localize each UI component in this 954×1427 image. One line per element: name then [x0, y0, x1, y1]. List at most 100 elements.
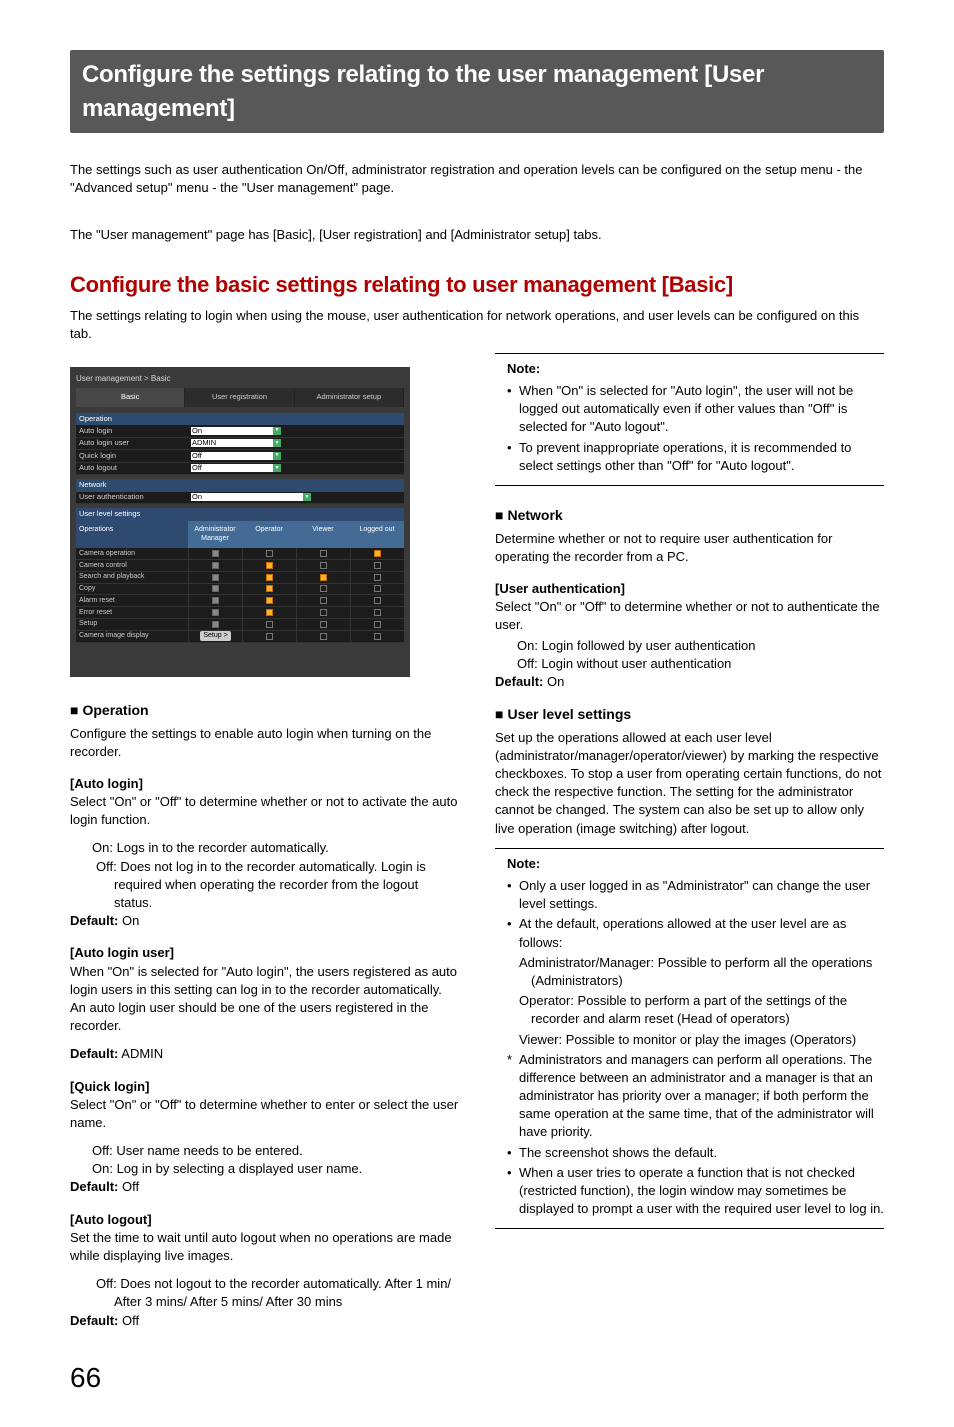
checkbox[interactable]: [320, 609, 327, 616]
ss-row: User authenticationOn: [76, 492, 404, 505]
ss-row: Auto logoutOff: [76, 463, 404, 476]
checkbox[interactable]: [266, 585, 273, 592]
checkbox[interactable]: [320, 597, 327, 604]
checkbox[interactable]: [320, 585, 327, 592]
intro-p1: The settings such as user authentication…: [70, 161, 884, 197]
ss-ul-row: Setup: [76, 619, 404, 631]
dropdown[interactable]: On: [191, 493, 311, 501]
ua-desc: Select "On" or "Off" to determine whethe…: [495, 598, 884, 634]
f4-off: Off: Does not logout to the recorder aut…: [70, 1275, 459, 1311]
ss-tab-userreg[interactable]: User registration: [185, 388, 294, 407]
right-network-intro: Determine whether or not to require user…: [495, 530, 884, 566]
checkbox[interactable]: [266, 621, 273, 628]
ss-head-userlevel: User level settings: [76, 508, 404, 521]
f1-off: Off: Does not log in to the recorder aut…: [70, 858, 459, 913]
ss-ul-row: Search and playback: [76, 572, 404, 584]
note1-b1: When "On" is selected for "Auto login", …: [507, 382, 884, 437]
note2-b2: At the default, operations allowed at th…: [507, 915, 884, 951]
checkbox[interactable]: [212, 585, 219, 592]
ss-ul-row: Camera control: [76, 560, 404, 572]
checkbox[interactable]: [266, 597, 273, 604]
checkbox[interactable]: [374, 621, 381, 628]
f1-default: Default: On: [70, 912, 459, 930]
checkbox[interactable]: [212, 550, 219, 557]
checkbox[interactable]: [320, 550, 327, 557]
f1-on: On: Logs in to the recorder automaticall…: [70, 839, 459, 857]
note2-b3: The screenshot shows the default.: [507, 1144, 884, 1162]
ss-ul-header: Operations Administrator Manager Operato…: [76, 521, 404, 549]
checkbox[interactable]: [320, 621, 327, 628]
ua-off: Off: Login without user authentication: [495, 655, 884, 673]
right-column: Note: When "On" is selected for "Auto lo…: [495, 353, 884, 1330]
f4-desc: Set the time to wait until auto logout w…: [70, 1229, 459, 1265]
setup-button[interactable]: Setup >: [200, 631, 230, 641]
checkbox[interactable]: [374, 597, 381, 604]
checkbox[interactable]: [212, 574, 219, 581]
dropdown[interactable]: Off: [191, 464, 281, 472]
checkbox[interactable]: [374, 574, 381, 581]
note2-title: Note:: [495, 855, 884, 873]
checkbox[interactable]: [320, 633, 327, 640]
checkbox[interactable]: [266, 609, 273, 616]
note2-s2: Operator: Possible to perform a part of …: [495, 992, 884, 1028]
ss-head-network: Network: [76, 479, 404, 492]
checkbox[interactable]: [212, 621, 219, 628]
checkbox[interactable]: [266, 574, 273, 581]
ss-ul-opcol: Operations: [76, 521, 188, 549]
note2-b1: Only a user logged in as "Administrator"…: [507, 877, 884, 913]
checkbox[interactable]: [266, 550, 273, 557]
f4-title: [Auto logout]: [70, 1211, 459, 1229]
ss-row: Quick loginOff: [76, 450, 404, 463]
dropdown[interactable]: ADMIN: [191, 439, 281, 447]
ss-tab-adminsetup[interactable]: Administrator setup: [295, 388, 404, 407]
note2-s1: Administrator/Manager: Possible to perfo…: [495, 954, 884, 990]
ss-ul-row: Error reset: [76, 607, 404, 619]
checkbox[interactable]: [374, 550, 381, 557]
section-intro: The settings relating to login when usin…: [70, 307, 884, 343]
ss-ul-row: Camera image displaySetup >: [76, 631, 404, 643]
checkbox[interactable]: [320, 562, 327, 569]
note2-star: Administrators and managers can perform …: [507, 1051, 884, 1142]
note2-s3: Viewer: Possible to monitor or play the …: [495, 1031, 884, 1049]
page-number: 66: [70, 1358, 884, 1397]
f4-default: Default: Off: [70, 1312, 459, 1330]
f3-title: [Quick login]: [70, 1078, 459, 1096]
checkbox[interactable]: [212, 609, 219, 616]
checkbox[interactable]: [212, 597, 219, 604]
checkbox[interactable]: [374, 585, 381, 592]
page-banner: Configure the settings relating to the u…: [70, 50, 884, 133]
intro-p2: The "User management" page has [Basic], …: [70, 226, 884, 244]
section-heading: Configure the basic settings relating to…: [70, 270, 884, 301]
checkbox[interactable]: [266, 633, 273, 640]
checkbox[interactable]: [374, 633, 381, 640]
checkbox[interactable]: [320, 574, 327, 581]
dropdown[interactable]: Off: [191, 452, 281, 460]
ss-tab-basic[interactable]: Basic: [76, 388, 185, 407]
config-screenshot: User management > Basic Basic User regis…: [70, 367, 410, 677]
note2-b4: When a user tries to operate a function …: [507, 1164, 884, 1219]
ss-ul-c1: Administrator Manager: [188, 521, 242, 549]
ss-ul-c4: Logged out: [350, 521, 404, 549]
f1-desc: Select "On" or "Off" to determine whethe…: [70, 793, 459, 829]
ss-ul-c2: Operator: [242, 521, 296, 549]
checkbox[interactable]: [212, 562, 219, 569]
note1-title: Note:: [495, 360, 884, 378]
ss-row: Auto login userADMIN: [76, 438, 404, 451]
f3-default: Default: Off: [70, 1178, 459, 1196]
right-ul-head: ■User level settings: [495, 705, 884, 725]
note-box-2: Note: Only a user logged in as "Administ…: [495, 848, 884, 1230]
f1-title: [Auto login]: [70, 775, 459, 793]
ss-head-operation: Operation: [76, 413, 404, 426]
note-box-1: Note: When "On" is selected for "Auto lo…: [495, 353, 884, 486]
checkbox[interactable]: [266, 562, 273, 569]
ss-ul-row: Camera operation: [76, 548, 404, 560]
f3-off: Off: User name needs to be entered.: [70, 1142, 459, 1160]
ss-row: Auto loginOn: [76, 425, 404, 438]
dropdown[interactable]: On: [191, 427, 281, 435]
ua-on: On: Login followed by user authenticatio…: [495, 637, 884, 655]
ss-ul-row: Copy: [76, 584, 404, 596]
ss-ul-row: Alarm reset: [76, 595, 404, 607]
checkbox[interactable]: [374, 609, 381, 616]
f2-desc: When "On" is selected for "Auto login", …: [70, 963, 459, 1036]
checkbox[interactable]: [374, 562, 381, 569]
